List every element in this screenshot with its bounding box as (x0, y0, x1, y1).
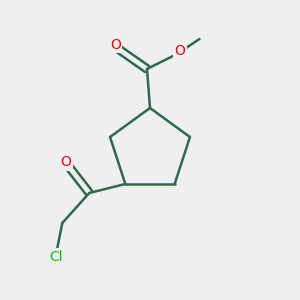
Text: O: O (61, 155, 71, 170)
Text: Cl: Cl (50, 250, 63, 264)
Text: O: O (110, 38, 121, 52)
Text: O: O (175, 44, 185, 58)
